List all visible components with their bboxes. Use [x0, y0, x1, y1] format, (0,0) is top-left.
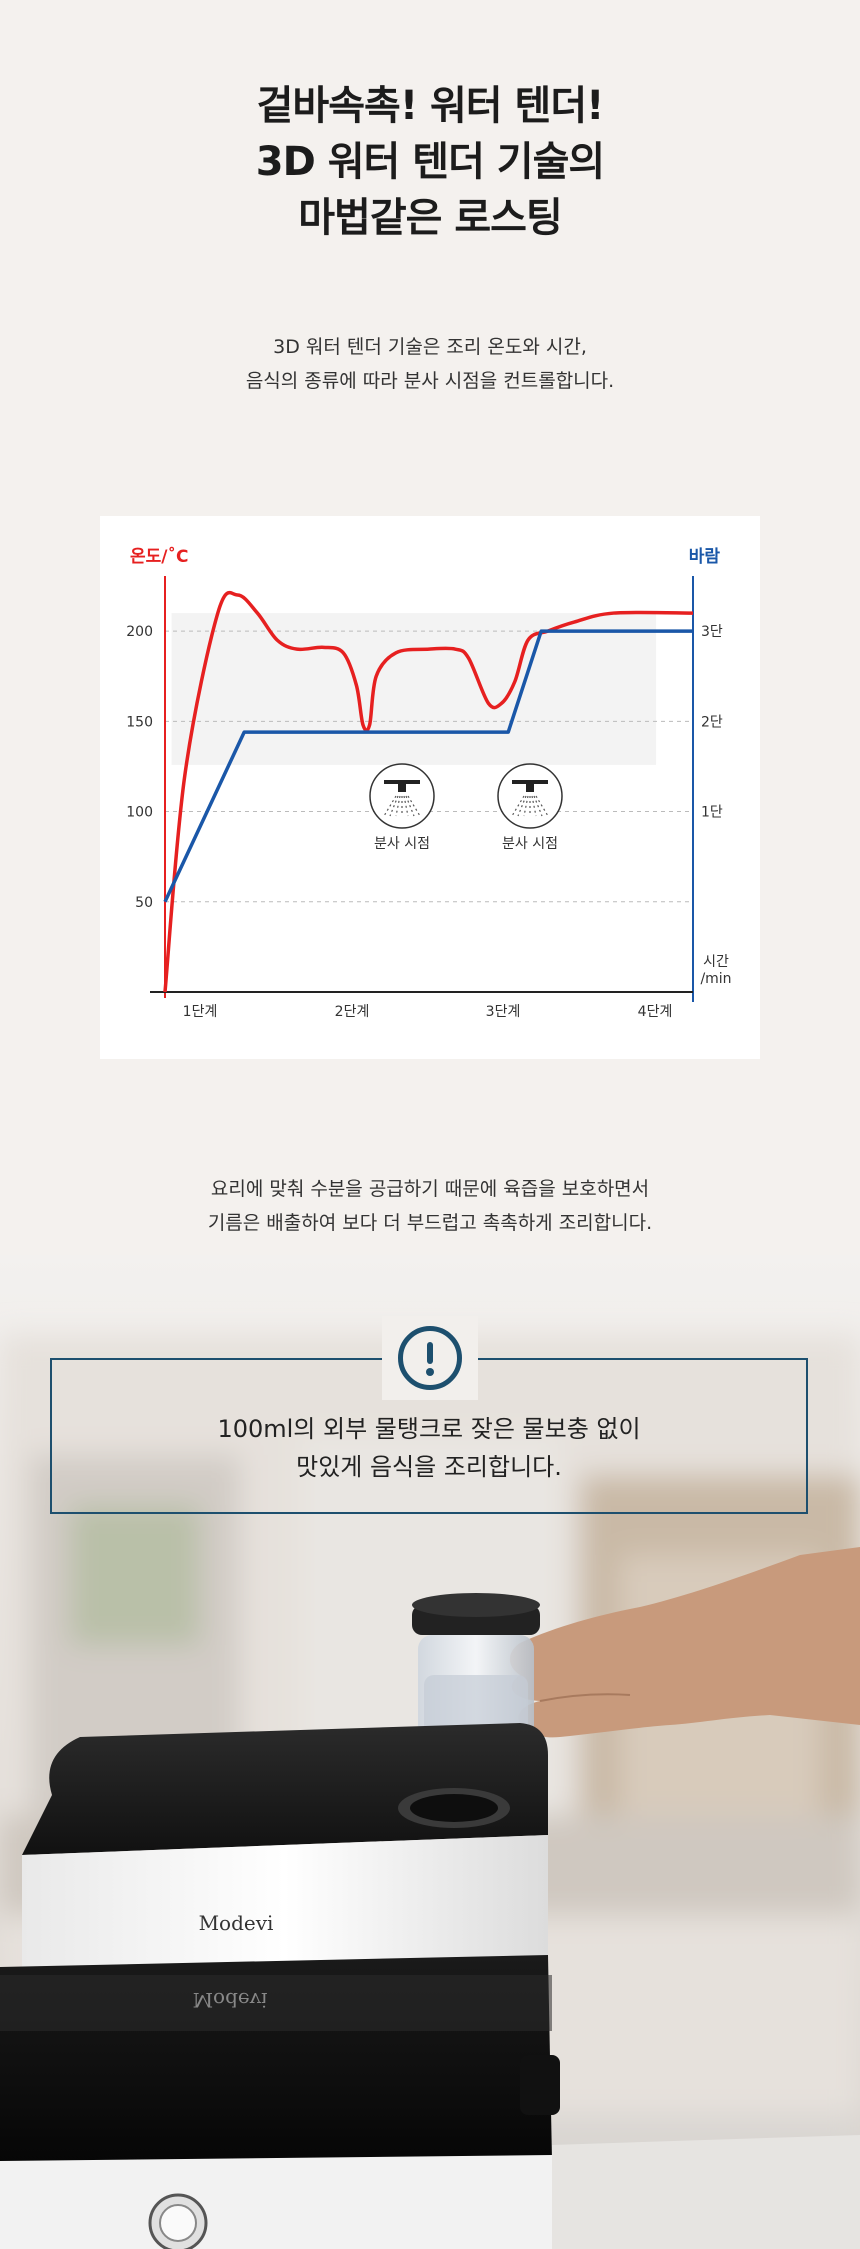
- y-tick-label: 200: [126, 624, 153, 640]
- brand-logo-reflection: Modevi: [193, 1988, 268, 2012]
- spray-droplet: [535, 795, 549, 817]
- spray-droplet: [403, 795, 409, 817]
- y2-tick-label: 1단: [701, 805, 723, 821]
- x-tick-label: 4단계: [638, 1004, 673, 1020]
- headline-line-1: 겉바속촉! 워터 텐더!: [256, 83, 605, 129]
- x-tick-label: 2단계: [335, 1004, 370, 1020]
- spray-droplet: [395, 795, 401, 817]
- intro-line-1: 3D 워터 텐더 기술은 조리 온도와 시간,: [273, 336, 587, 358]
- y2-tick-label: 3단: [701, 624, 723, 640]
- product-photo: Modevi Modevi: [0, 1255, 860, 2249]
- product-illustration: Modevi Modevi: [0, 1335, 860, 2249]
- air-fryer: Modevi Modevi: [0, 1723, 860, 2249]
- plot-shade: [171, 613, 657, 765]
- y-tick-label: 100: [126, 805, 153, 821]
- spray-nozzle: [526, 784, 534, 792]
- y2-tick-label: 2단: [701, 714, 723, 730]
- notice-line-2: 맛있게 음식을 조리합니다.: [296, 1453, 562, 1481]
- x-axis-label: 시간: [703, 954, 729, 970]
- x-axis-label: /min: [700, 971, 731, 987]
- spray-label: 분사 시점: [502, 836, 558, 852]
- mid-line-2: 기름은 배출하여 보다 더 부드럽고 촉촉하게 조리합니다.: [207, 1212, 653, 1234]
- notice-line-1: 100ml의 외부 물탱크로 잦은 물보충 없이: [217, 1415, 641, 1443]
- spray-nozzle: [398, 784, 406, 792]
- spray-droplet: [531, 795, 537, 817]
- headline-line-2: 3D 워터 텐더 기술의: [255, 139, 605, 185]
- left-axis-label: 온도/˚C: [130, 545, 188, 567]
- spray-nozzle: [384, 780, 420, 784]
- mid-line-1: 요리에 맞춰 수분을 공급하기 때문에 육즙을 보호하면서: [210, 1178, 650, 1200]
- notice-icon-wrap: [382, 1316, 478, 1400]
- spray-droplet: [405, 795, 415, 817]
- intro-line-2: 음식의 종류에 따라 분사 시점을 컨트롤합니다.: [245, 370, 615, 392]
- x-tick-label: 1단계: [183, 1004, 218, 1020]
- spray-droplet: [407, 795, 421, 817]
- y-tick-label: 150: [126, 714, 153, 730]
- mid-text: 요리에 맞춰 수분을 공급하기 때문에 육즙을 보호하면서 기름은 배출하여 보…: [0, 1172, 860, 1240]
- right-axis-label: 바람: [689, 546, 721, 567]
- spray-droplet: [533, 795, 543, 817]
- spray-label: 분사 시점: [374, 836, 430, 852]
- exclamation-circle-icon: [398, 1326, 462, 1390]
- series-line-wind: [163, 629, 693, 903]
- intro-text: 3D 워터 텐더 기술은 조리 온도와 시간, 음식의 종류에 따라 분사 시점…: [0, 330, 860, 398]
- headline: 겉바속촉! 워터 텐더! 3D 워터 텐더 기술의 마법같은 로스팅: [0, 78, 860, 246]
- notice-text: 100ml의 외부 물탱크로 잦은 물보충 없이 맛있게 음식을 조리합니다.: [50, 1410, 808, 1486]
- brand-logo: Modevi: [199, 1911, 274, 1935]
- spray-droplet: [389, 795, 399, 817]
- spray-nozzle: [512, 780, 548, 784]
- spray-droplet: [511, 795, 525, 817]
- spray-droplet: [383, 795, 397, 817]
- x-tick-label: 3단계: [486, 1004, 521, 1020]
- headline-line-3: 마법같은 로스팅: [298, 195, 563, 241]
- spray-droplet: [523, 795, 529, 817]
- spray-droplet: [517, 795, 527, 817]
- series-line-temperature: [163, 591, 694, 993]
- y-tick-label: 50: [135, 895, 153, 911]
